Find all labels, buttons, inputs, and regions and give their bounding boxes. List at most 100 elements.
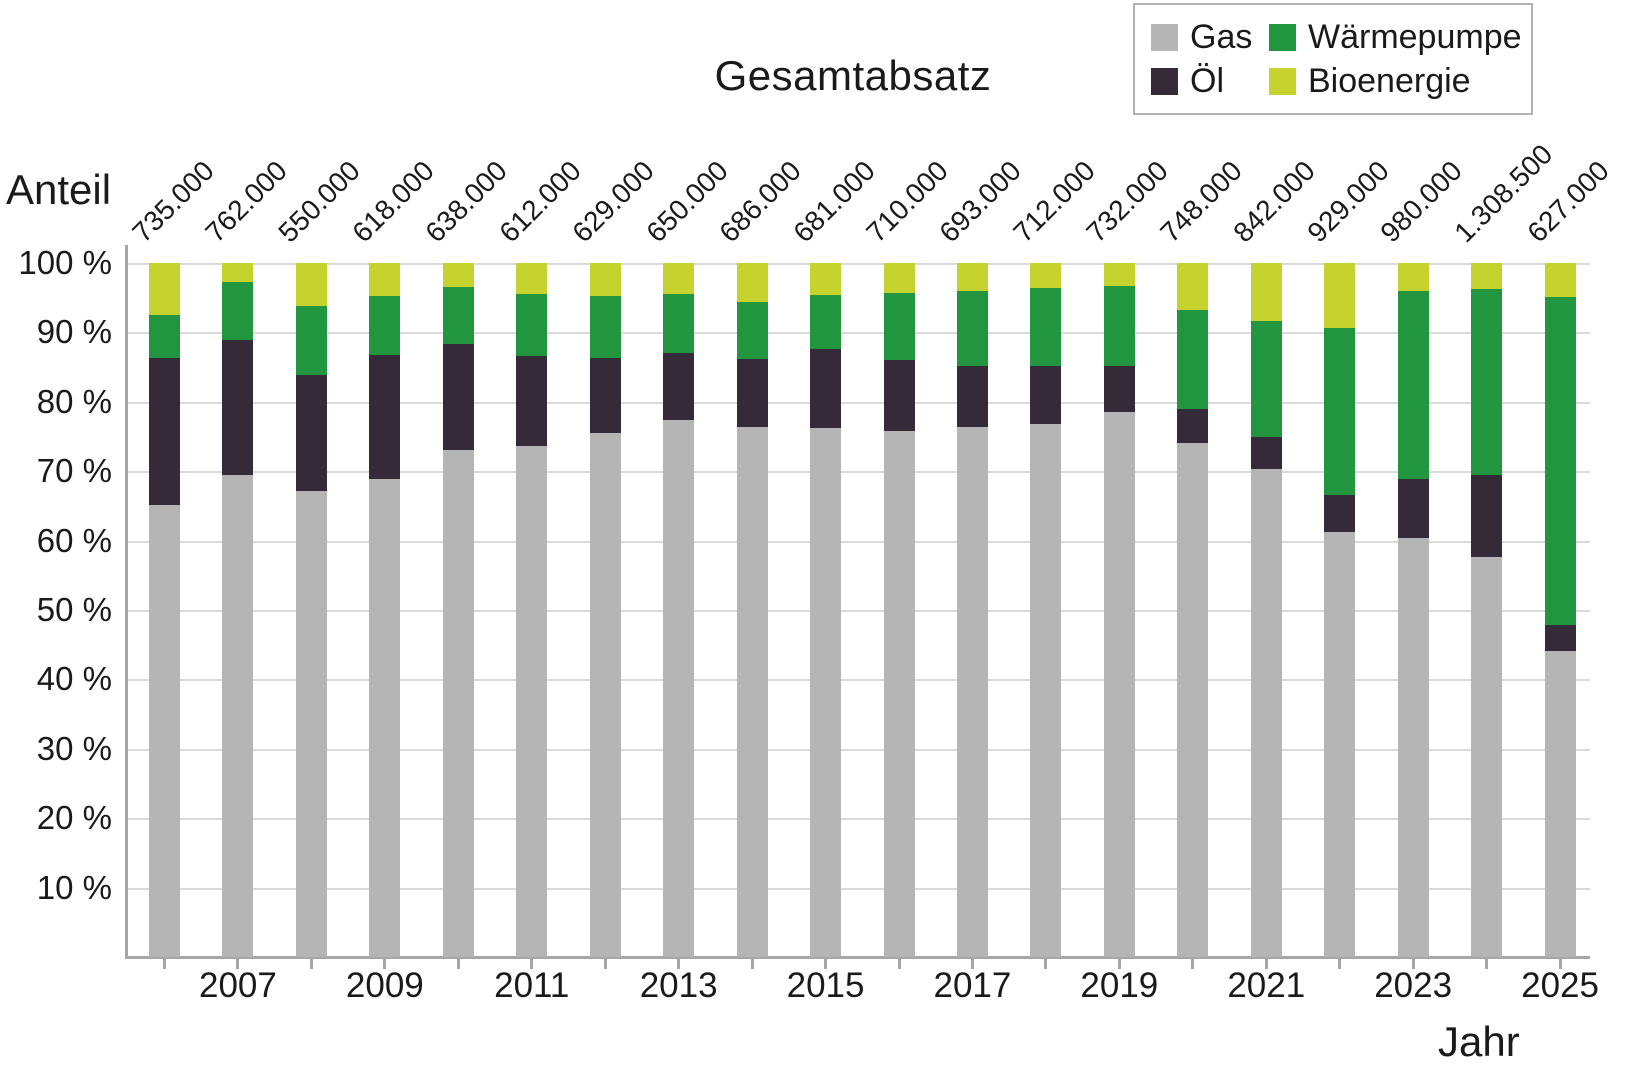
bar-segment-gas bbox=[1030, 424, 1062, 957]
x-tick-mark bbox=[750, 959, 754, 969]
x-tick-mark bbox=[236, 959, 240, 969]
bar-segment-gas bbox=[1177, 443, 1209, 957]
bar-segment-gas bbox=[956, 427, 988, 957]
bar-segment-wärmepumpe bbox=[589, 296, 621, 359]
bar-2020 bbox=[1177, 263, 1209, 957]
bar-segment-gas bbox=[810, 428, 842, 957]
gridline bbox=[128, 679, 1590, 682]
bar-2010 bbox=[442, 263, 474, 957]
gridline bbox=[128, 471, 1590, 474]
bar-segment-wärmepumpe bbox=[956, 290, 988, 367]
bar-segment-öl bbox=[1177, 409, 1209, 444]
bar-total-label: 618.000 bbox=[346, 154, 440, 249]
x-tick-mark bbox=[824, 959, 828, 969]
bar-segment-öl bbox=[736, 359, 768, 428]
gridline bbox=[128, 332, 1590, 335]
bar-2007 bbox=[222, 263, 254, 957]
bar-segment-öl bbox=[1103, 366, 1135, 413]
bar-segment-bioenergie bbox=[1397, 263, 1429, 291]
x-tick-mark bbox=[970, 959, 974, 969]
bar-2014 bbox=[736, 263, 768, 957]
legend-label-oel: Öl bbox=[1190, 61, 1224, 100]
bar-segment-öl bbox=[1030, 365, 1062, 425]
legend-item-waermepumpe: Wärmepumpe bbox=[1269, 18, 1525, 57]
legend-label-gas: Gas bbox=[1190, 17, 1253, 56]
bar-2022 bbox=[1324, 263, 1356, 957]
bar-2011 bbox=[516, 263, 548, 957]
y-axis-title: Anteil bbox=[6, 166, 112, 213]
bar-total-label: 842.000 bbox=[1227, 154, 1322, 249]
bar-segment-bioenergie bbox=[222, 263, 254, 283]
y-axis-line bbox=[125, 245, 128, 958]
bar-segment-öl bbox=[956, 366, 988, 428]
x-tick-mark bbox=[530, 959, 534, 969]
bar-segment-gas bbox=[1250, 469, 1282, 957]
bar-segment-wärmepumpe bbox=[810, 294, 842, 350]
bar-segment-gas bbox=[883, 430, 915, 957]
bar-segment-wärmepumpe bbox=[1030, 288, 1062, 366]
bar-total-label: 629.000 bbox=[566, 154, 661, 249]
bar-segment-öl bbox=[149, 358, 180, 505]
x-tick-label: 2023 bbox=[1374, 966, 1453, 1005]
bar-2024 bbox=[1471, 263, 1503, 957]
x-tick-label: 2015 bbox=[786, 966, 865, 1005]
x-tick-mark bbox=[1558, 959, 1562, 969]
chart-title: Gesamtabsatz bbox=[714, 52, 992, 99]
x-tick-mark bbox=[1264, 959, 1268, 969]
bar-segment-öl bbox=[295, 375, 327, 492]
x-tick-mark bbox=[1117, 959, 1121, 969]
bar-segment-wärmepumpe bbox=[1397, 290, 1429, 479]
bar-total-label: 638.000 bbox=[419, 154, 514, 249]
x-tick-label: 2009 bbox=[345, 966, 424, 1005]
bar-segment-öl bbox=[663, 353, 695, 420]
bar-2008 bbox=[295, 263, 327, 957]
gridline bbox=[128, 818, 1590, 821]
bar-segment-gas bbox=[149, 504, 180, 957]
gridline bbox=[128, 748, 1590, 751]
bar-2009 bbox=[369, 263, 401, 957]
bar-segment-gas bbox=[222, 474, 254, 957]
oel-swatch-icon bbox=[1151, 67, 1178, 95]
bar-segment-wärmepumpe bbox=[442, 286, 474, 345]
legend-item-gas: Gas bbox=[1151, 18, 1269, 57]
x-tick-mark bbox=[603, 959, 607, 969]
bar-segment-gas bbox=[589, 433, 621, 957]
bar-segment-gas bbox=[663, 419, 695, 957]
bar-segment-öl bbox=[1397, 478, 1429, 538]
bar-2015 bbox=[810, 263, 842, 957]
bar-total-label: 686.000 bbox=[713, 154, 807, 249]
bar-segment-gas bbox=[1397, 537, 1429, 957]
x-tick-label: 2007 bbox=[199, 966, 277, 1005]
gridline bbox=[128, 610, 1590, 612]
bar-total-label: 735.000 bbox=[125, 154, 220, 249]
y-tick-label: 40 % bbox=[36, 660, 112, 698]
bar-segment-gas bbox=[442, 450, 474, 957]
bar-segment-gas bbox=[1103, 412, 1135, 957]
bar-segment-bioenergie bbox=[1103, 263, 1135, 286]
x-tick-mark bbox=[1338, 959, 1342, 969]
bar-2023 bbox=[1397, 263, 1429, 957]
bar-segment-bioenergie bbox=[1030, 263, 1062, 289]
x-tick-mark bbox=[1485, 959, 1489, 969]
x-tick-mark bbox=[163, 959, 166, 969]
bar-segment-öl bbox=[1250, 436, 1282, 470]
bar-segment-bioenergie bbox=[516, 263, 548, 294]
x-tick-label: 2025 bbox=[1521, 966, 1599, 1005]
bar-segment-bioenergie bbox=[663, 263, 695, 294]
bar-segment-wärmepumpe bbox=[1471, 288, 1503, 475]
bar-segment-gas bbox=[1471, 556, 1503, 957]
bioenergie-swatch-icon bbox=[1269, 67, 1296, 95]
bar-segment-bioenergie bbox=[369, 263, 401, 296]
bar-segment-bioenergie bbox=[1544, 263, 1576, 298]
bar-segment-wärmepumpe bbox=[1324, 328, 1356, 495]
legend-label-bioenergie: Bioenergie bbox=[1308, 61, 1471, 100]
bar-total-label: 612.000 bbox=[493, 154, 587, 249]
bar-segment-wärmepumpe bbox=[1177, 309, 1209, 410]
bar-total-label: 980.000 bbox=[1374, 154, 1469, 249]
gas-swatch-icon bbox=[1151, 23, 1178, 51]
bar-segment-öl bbox=[442, 344, 474, 451]
waermepumpe-swatch-icon bbox=[1269, 23, 1296, 51]
bar-total-label: 712.000 bbox=[1007, 154, 1101, 249]
legend: Gas Öl Wärmepumpe Bioenergie bbox=[1133, 3, 1533, 115]
x-tick-label: 2013 bbox=[639, 966, 718, 1005]
